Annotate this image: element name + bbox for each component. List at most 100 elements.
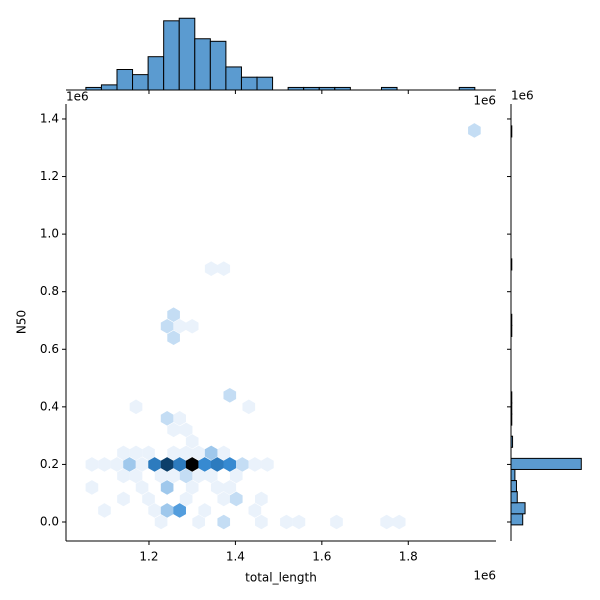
y-hist-bar — [510, 413, 513, 426]
x-tick-label: 1.8 — [399, 550, 418, 564]
hexbin — [255, 514, 268, 530]
hexbin — [98, 457, 111, 472]
y-tick-label: 0.2 — [40, 457, 59, 471]
hexbin — [179, 422, 193, 438]
hexbin — [98, 503, 111, 518]
hexbin — [198, 503, 212, 518]
y-label: N50 — [15, 310, 29, 334]
x-hist-bar — [178, 17, 196, 91]
hexbin — [148, 457, 161, 472]
hexbin — [154, 468, 168, 484]
y-hist-bar — [510, 480, 517, 493]
hexbin — [192, 468, 205, 484]
hexbin — [129, 399, 143, 415]
hexbin — [185, 434, 199, 449]
hexbin — [179, 491, 193, 507]
hexbin — [217, 261, 231, 276]
x-hist-bar — [458, 86, 476, 91]
hexbin — [192, 445, 205, 461]
y-hist-bar — [510, 435, 514, 448]
x-hist-bar — [163, 20, 180, 91]
hexbin — [148, 503, 161, 518]
x-hist-bar — [256, 76, 274, 91]
hexbin — [179, 468, 193, 484]
hexbin — [85, 457, 99, 472]
hexbin — [248, 457, 262, 472]
x-offset: 1e6 — [473, 569, 496, 583]
hexbin — [167, 468, 180, 484]
hexbin — [167, 307, 180, 323]
hexbin — [392, 514, 406, 530]
hexbin — [160, 503, 174, 518]
x-hist-bar — [116, 69, 134, 91]
hexbin — [204, 445, 218, 461]
hexbin — [167, 445, 180, 461]
hexbin — [229, 491, 243, 507]
hexbin — [173, 318, 186, 334]
y-hist-bar — [510, 324, 513, 337]
y-tick-label: 1.4 — [40, 111, 59, 125]
hexbin — [179, 445, 193, 461]
hexbin — [192, 514, 205, 530]
hexbin — [185, 457, 199, 472]
x-hist-bar — [287, 86, 305, 91]
hexbin — [160, 411, 174, 426]
hexbin — [217, 514, 231, 530]
hexbin — [198, 457, 212, 472]
hexbin — [135, 457, 149, 472]
hexbin — [185, 480, 199, 495]
y-hist-bar — [510, 468, 516, 482]
hexbin — [117, 445, 130, 461]
hexbin — [167, 422, 180, 438]
hexbin — [236, 457, 249, 472]
y-hist-bar — [510, 313, 513, 326]
y-hist-bar — [510, 457, 582, 470]
hexbin — [280, 514, 293, 530]
y-tick-label: 1.2 — [40, 169, 59, 183]
hexbin — [85, 480, 99, 495]
hexbin — [217, 491, 231, 507]
hexbin — [110, 457, 124, 472]
y-tick-label: 0.0 — [40, 515, 59, 529]
hexbin — [223, 457, 237, 472]
x-hist-bar — [240, 76, 258, 91]
x-tick-label: 1.4 — [226, 550, 245, 564]
x-label: total_length — [245, 571, 317, 585]
hexbin — [129, 468, 143, 484]
y-hist-bar — [510, 402, 513, 415]
right-y-offset: 1e6 — [511, 89, 534, 103]
hexbin — [330, 514, 343, 530]
x-hist-bar — [225, 66, 242, 91]
hexbin — [160, 457, 174, 472]
hexbin — [129, 445, 143, 461]
x-hist-bar — [303, 86, 320, 91]
hexbin — [468, 123, 481, 138]
hexbin — [142, 491, 155, 507]
x-hist-bar — [209, 40, 227, 91]
hexbin — [380, 514, 393, 530]
hexbin — [229, 468, 243, 484]
y-tick-label: 0.6 — [40, 342, 59, 356]
x-hist-bar — [194, 38, 211, 91]
hexbin — [160, 480, 174, 495]
hexbin — [204, 468, 218, 484]
y-tick-label: 1.0 — [40, 227, 59, 241]
x-hist-bar — [380, 86, 398, 91]
y-hist-bar — [510, 125, 513, 138]
x-hist-bar — [334, 86, 351, 91]
hexbin — [154, 514, 168, 530]
x-tick-label: 1.2 — [139, 550, 158, 564]
hexbin — [142, 445, 155, 461]
hexbin — [223, 480, 237, 495]
hexbin — [173, 503, 186, 518]
hexbin — [223, 388, 237, 403]
hexbin — [173, 411, 186, 426]
y-hist-bar — [510, 491, 518, 504]
top-x-offset: 1e6 — [473, 94, 496, 108]
hexbin — [242, 399, 256, 415]
x-hist-bar — [85, 86, 102, 91]
hexbin — [135, 480, 149, 495]
hexbin — [210, 457, 224, 472]
hexbin — [167, 330, 180, 346]
